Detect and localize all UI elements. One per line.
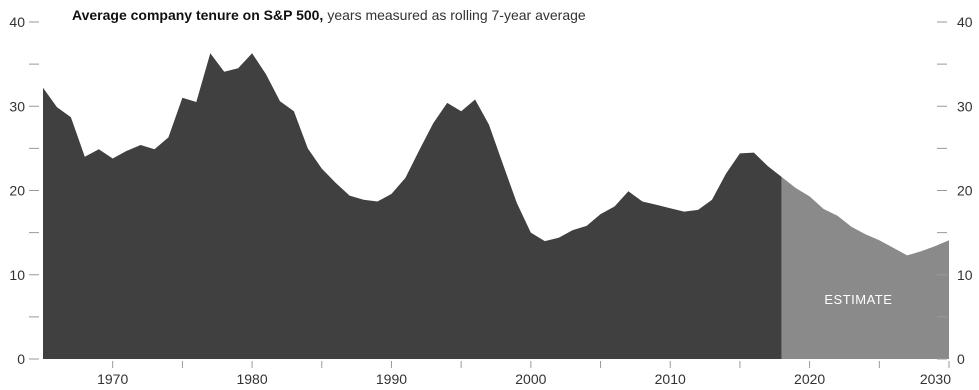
chart-title-bold: Average company tenure on S&P 500,	[72, 7, 323, 23]
x-tick-label: 2000	[515, 371, 546, 387]
x-axis: 1970 1980 1990 2000 2010 2020 2030	[97, 361, 951, 387]
plot-area	[43, 53, 949, 359]
y-tick-label-right: 40	[957, 14, 973, 30]
y-tick-label-right: 0	[957, 351, 965, 367]
chart-subtitle: years measured as rolling 7-year average	[327, 7, 586, 23]
y-tick-label-right: 10	[957, 267, 973, 283]
x-tick-label: 1990	[376, 371, 407, 387]
x-tick-label: 2020	[794, 371, 825, 387]
y-tick-label-left: 10	[9, 267, 25, 283]
y-tick-label-left: 40	[9, 14, 25, 30]
x-tick-label: 1980	[236, 371, 267, 387]
x-tick-label: 2030	[920, 371, 951, 387]
y-tick-label-left: 30	[9, 98, 25, 114]
y-tick-label-right: 20	[957, 183, 973, 199]
y-tick-label-left: 0	[17, 351, 25, 367]
area-series-estimate	[781, 177, 949, 359]
y-tick-label-left: 20	[9, 183, 25, 199]
estimate-annotation: ESTIMATE	[824, 292, 892, 307]
x-tick-label: 1970	[97, 371, 128, 387]
area-series-actual	[43, 53, 782, 359]
chart-title: Average company tenure on S&P 500, years …	[72, 7, 586, 23]
y-axis-right: 0 10 20 30 40	[937, 14, 973, 367]
y-tick-label-right: 30	[957, 98, 973, 114]
x-tick-label: 2010	[655, 371, 686, 387]
y-axis-left: 0 10 20 30 40	[9, 14, 39, 367]
